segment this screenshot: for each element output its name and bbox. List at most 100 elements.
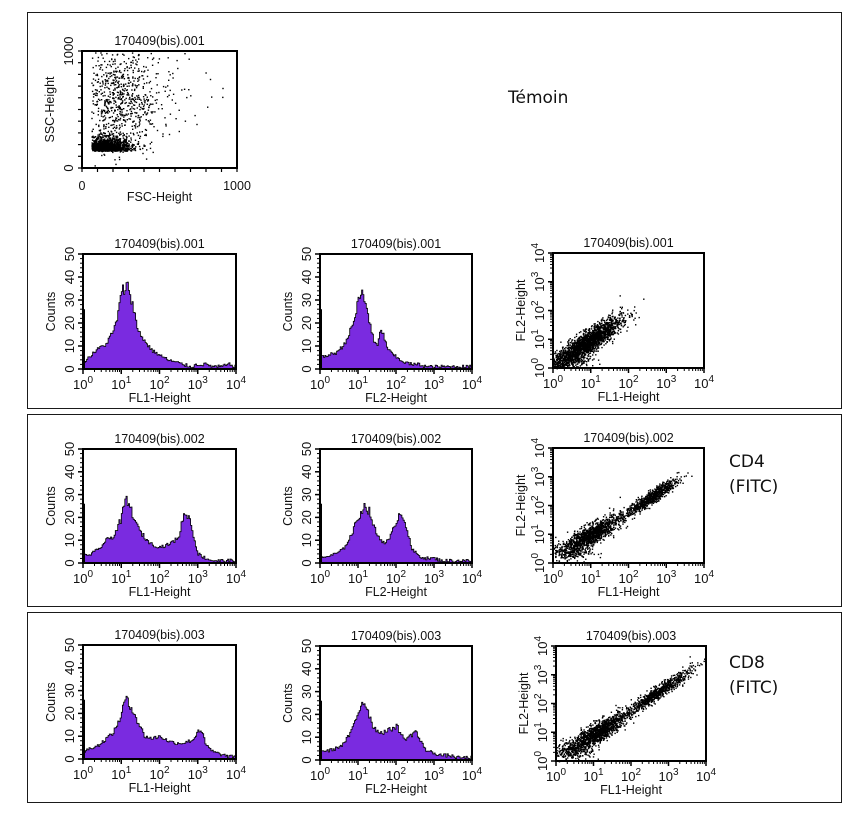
event-dot	[569, 364, 571, 366]
event-dot	[118, 80, 120, 83]
event-dot	[577, 361, 579, 363]
event-dot	[121, 101, 124, 104]
event-dot	[99, 130, 101, 132]
x-axis-label: FSC-Height	[127, 190, 193, 204]
event-dot	[96, 93, 98, 95]
event-dot	[559, 360, 561, 362]
event-dot	[103, 128, 105, 130]
event-dot	[115, 148, 117, 151]
event-dot	[115, 117, 118, 120]
event-dot	[606, 333, 608, 336]
event-dot	[574, 341, 576, 343]
label-cd4-line-1: CD4	[729, 452, 765, 472]
event-dot	[622, 312, 625, 314]
event-dot	[120, 91, 122, 93]
event-dot	[618, 314, 620, 316]
event-dot	[110, 72, 113, 74]
event-dot	[100, 148, 102, 151]
event-dot	[123, 146, 126, 148]
event-dot	[570, 354, 573, 356]
event-dot	[131, 145, 133, 147]
event-dot	[99, 85, 101, 88]
event-dot	[114, 87, 116, 90]
event-dot	[594, 337, 596, 339]
event-dot	[127, 82, 130, 84]
event-dot	[109, 75, 111, 78]
event-dot	[607, 332, 609, 334]
event-dot	[123, 61, 125, 63]
plot-frame	[82, 448, 237, 564]
event-dot	[124, 121, 127, 123]
event-dot	[605, 328, 607, 330]
event-dot	[553, 359, 556, 361]
y-tick-label: 0	[62, 365, 77, 372]
event-dot	[134, 101, 136, 103]
event-dot	[98, 125, 100, 128]
event-dot	[578, 362, 580, 364]
event-dot	[119, 139, 121, 141]
event-dot	[575, 353, 577, 356]
event-dot	[577, 363, 579, 365]
event-dot	[120, 83, 122, 85]
event-dot	[131, 106, 133, 108]
event-dot	[587, 329, 590, 331]
event-dot	[578, 342, 580, 344]
x-tick-label: 100	[543, 374, 563, 391]
event-dot	[184, 53, 186, 55]
event-dot	[138, 58, 140, 60]
event-dot	[113, 144, 115, 146]
event-dot	[124, 145, 126, 147]
event-dot	[602, 330, 605, 332]
event-dot	[128, 105, 130, 107]
event-dot	[103, 119, 105, 122]
event-dot	[92, 66, 94, 69]
event-dot	[93, 149, 95, 151]
event-dot	[601, 519, 604, 521]
event-dot	[118, 97, 120, 100]
event-dot	[149, 143, 151, 145]
event-dot	[612, 326, 614, 329]
event-dot	[586, 336, 589, 339]
event-dot	[572, 355, 575, 358]
event-dot	[575, 342, 577, 344]
event-dot	[617, 520, 620, 523]
event-dot	[146, 112, 149, 114]
event-dot	[117, 142, 119, 144]
event-dot	[589, 352, 591, 354]
event-dot	[557, 354, 559, 356]
event-dot	[603, 327, 606, 329]
event-dot	[102, 116, 104, 118]
event-dot	[562, 348, 564, 350]
event-dot	[127, 113, 130, 115]
event-dot	[602, 519, 605, 521]
event-dot	[570, 362, 573, 364]
event-dot	[618, 521, 620, 523]
event-dot	[572, 352, 574, 355]
event-dot	[585, 547, 587, 549]
event-dot	[124, 88, 126, 90]
event-dot	[606, 338, 609, 340]
event-dot	[130, 113, 132, 115]
event-dot	[139, 116, 141, 119]
event-dot	[135, 115, 137, 118]
event-dot	[615, 321, 618, 324]
event-dot	[103, 124, 105, 126]
event-dot	[172, 77, 174, 79]
event-dot	[583, 339, 586, 341]
event-dot	[621, 308, 623, 310]
event-dot	[114, 60, 116, 62]
event-dot	[113, 123, 115, 126]
event-dot	[103, 140, 106, 143]
event-dot	[568, 340, 570, 342]
event-dot	[582, 352, 584, 354]
event-dot	[102, 140, 104, 142]
event-dot	[134, 127, 137, 129]
event-dot	[103, 110, 106, 113]
event-dot	[112, 119, 114, 122]
event-dot	[584, 354, 587, 356]
event-dot	[121, 74, 124, 76]
event-dot	[574, 346, 577, 348]
event-dot	[139, 137, 141, 139]
event-dot	[613, 316, 616, 318]
event-dot	[101, 112, 103, 114]
